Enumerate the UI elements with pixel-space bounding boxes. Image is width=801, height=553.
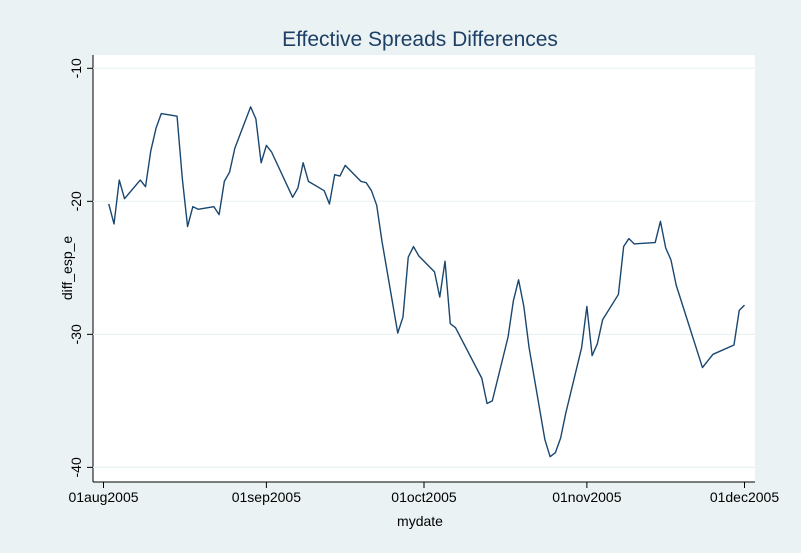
plot-area	[93, 55, 755, 482]
chart-title: Effective Spreads Differences	[282, 28, 558, 51]
y-axis-label: diff_esp_e	[59, 236, 75, 301]
x-tick-label: 01sep2005	[232, 489, 302, 505]
y-tick-label: -30	[68, 324, 84, 344]
series-line	[108, 106, 745, 458]
y-tick-label: -40	[68, 457, 84, 477]
x-axis-label: mydate	[397, 513, 443, 529]
x-tick-label: 01oct2005	[391, 489, 457, 505]
y-tick-label: -20	[68, 191, 84, 211]
x-tick-label: 01nov2005	[552, 489, 622, 505]
x-tick-label: 01dec2005	[710, 489, 780, 505]
x-tick-label: 01aug2005	[68, 489, 138, 505]
y-tick-label: -10	[68, 58, 84, 78]
